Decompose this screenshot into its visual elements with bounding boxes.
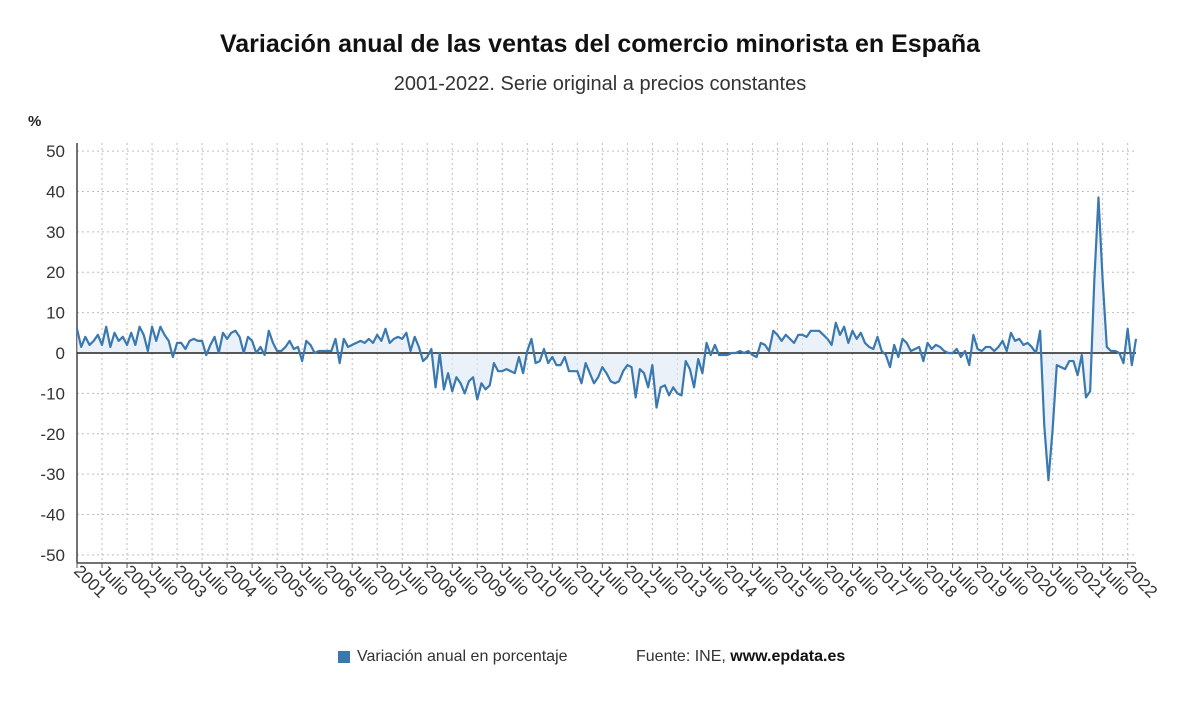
source-site: www.epdata.es [730,648,846,665]
y-tick-label: 20 [46,263,65,282]
chart-title: Variación anual de las ventas del comerc… [219,30,981,58]
y-tick-label: 10 [46,304,65,323]
legend-swatch [338,651,350,663]
y-tick-label: -20 [40,425,65,444]
legend-label: Variación anual en porcentaje [357,648,568,665]
source-prefix: Fuente: INE, [636,648,731,665]
source-note: Fuente: INE, www.epdata.es [636,648,845,666]
y-tick-label: 40 [46,182,65,201]
legend: Variación anual en porcentaje [338,648,568,666]
line-chart: 50403020100-10-20-30-40-502001Julio2002J… [40,142,1161,602]
y-tick-label: -40 [40,506,65,525]
y-tick-label: 0 [56,344,65,363]
y-tick-label: -50 [40,546,65,565]
y-tick-label: 30 [46,223,65,242]
y-tick-label: -30 [40,465,65,484]
y-tick-label: 50 [46,142,65,161]
chart-subtitle: 2001-2022. Serie original a precios cons… [393,73,807,95]
y-axis-unit: % [28,113,42,130]
y-tick-label: -10 [40,384,65,403]
series-line [75,196,1138,482]
